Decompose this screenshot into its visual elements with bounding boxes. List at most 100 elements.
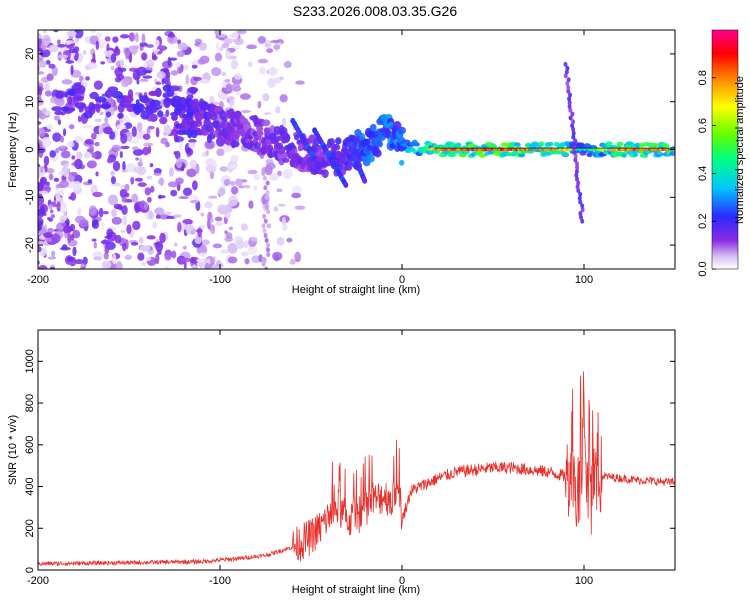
spectrogram-noise-blob — [68, 124, 75, 130]
spectrogram-noise-blob — [265, 190, 270, 196]
spectrogram-noise-blob — [248, 200, 254, 209]
spectrogram-ridge-blob — [373, 149, 382, 158]
spectrogram-noise-blob — [141, 52, 148, 61]
spectrogram-noise-blob — [98, 207, 104, 218]
spectrogram-ridge-blob — [489, 144, 497, 149]
spectrogram-noise-blob — [177, 39, 182, 45]
spectrogram-noise-blob — [224, 230, 228, 235]
spectrogram-noise-blob — [109, 130, 116, 140]
spectrogram-spike-blob — [576, 180, 581, 186]
spectrogram-ridge-blob — [328, 138, 336, 146]
spectrogram-noise-blob — [114, 234, 122, 244]
spectrogram-spike-blob — [571, 134, 576, 140]
spectrogram-noise-blob — [295, 80, 305, 85]
spectrogram-noise-blob — [167, 33, 176, 38]
spectrogram-noise-blob — [53, 115, 61, 121]
spectrogram-spike-blob — [571, 146, 576, 152]
spectrogram-ridge-blob — [321, 169, 329, 179]
spectrogram-noise-blob — [40, 165, 44, 174]
spectrogram-noise-blob — [119, 150, 123, 159]
spectrogram-noise-blob — [70, 192, 77, 201]
spectrogram-spike-blob — [564, 69, 569, 75]
spectrogram-noise-blob — [91, 220, 100, 229]
spectrogram-ridge-blob — [256, 129, 263, 137]
spectrogram-noise-blob — [170, 70, 179, 76]
spectrogram-noise-blob — [110, 176, 117, 185]
spectrogram-noise-blob — [147, 125, 155, 130]
spectrogram-noise-blob — [262, 228, 267, 234]
spectrogram-noise-blob — [235, 240, 245, 250]
spectrogram-noise-blob — [228, 195, 238, 207]
spectrogram-noise-blob — [253, 185, 258, 191]
spectrogram-noise-blob — [266, 247, 271, 253]
spectrogram-noise-blob — [132, 220, 141, 231]
spectrogram-noise-blob — [121, 77, 130, 88]
snr-x-ticks: -200 -100 0 100 — [27, 330, 593, 587]
spectrogram-noise-blob — [57, 119, 61, 126]
spectrogram-noise-blob — [77, 207, 82, 216]
spectrogram-noise-blob — [51, 233, 61, 244]
spectrogram-noise-blob — [72, 95, 84, 101]
spectrogram-spike-blob — [563, 61, 568, 67]
spectrogram-noise-blob — [38, 183, 44, 192]
spectrogram-noise-blob — [95, 103, 101, 113]
colorbar-label: Normalized spectral amplitude — [734, 76, 746, 224]
spectrogram-ridge-blob — [398, 159, 405, 166]
spectrogram-x-ticks: -200 -100 0 100 — [27, 30, 593, 286]
spectrogram-noise-blob — [227, 256, 238, 264]
spectrogram-noise-blob — [198, 252, 208, 257]
spectrogram-noise-blob — [130, 176, 135, 185]
spectrogram-noise-blob — [233, 38, 244, 46]
spectrogram-ridge-blob — [194, 120, 203, 127]
spectrogram-noise-blob — [264, 266, 269, 269]
spectrogram-streak-blob — [362, 177, 368, 184]
spectrogram-ridge-blob — [447, 152, 457, 158]
spectrogram-noise-blob — [174, 150, 181, 160]
spectrogram-noise-blob — [205, 150, 209, 156]
spectrogram-noise-blob — [216, 148, 225, 156]
spectrogram-ridge-blob — [362, 138, 371, 146]
spectrogram-noise-blob — [82, 50, 87, 56]
spectrogram-noise-blob — [225, 49, 231, 60]
spectrogram-noise-blob — [104, 116, 109, 124]
spectrogram-noise-blob — [61, 165, 70, 177]
spectrogram-noise-blob — [115, 76, 122, 83]
spectrogram-noise-blob — [55, 147, 60, 154]
spectrogram-noise-blob — [191, 64, 198, 69]
spectrogram-spike-blob — [578, 191, 583, 197]
spectrogram-noise-blob — [275, 106, 281, 114]
snr-y-ticks: 0 200 400 600 800 1000 — [24, 349, 675, 573]
spectrogram-noise-blob — [68, 48, 77, 54]
spectrogram-noise-blob — [139, 244, 151, 252]
spectrogram-noise-blob — [214, 52, 223, 62]
spectrogram-noise-blob — [281, 223, 288, 232]
spectrogram-noise-blob — [91, 238, 97, 242]
spectrogram-noise-blob — [51, 66, 58, 77]
spectrogram-spike-blob — [563, 73, 568, 79]
spectrogram-ridge-blob — [455, 142, 462, 147]
spectrogram-noise-blob — [163, 211, 172, 215]
x-tick-label: -100 — [209, 575, 231, 587]
spectrogram-noise-blob — [157, 178, 165, 186]
spectrogram-noise-blob — [261, 199, 266, 205]
spectrogram-noise-blob — [264, 194, 269, 200]
spectrogram-noise-blob — [43, 155, 50, 166]
spectrogram-noise-blob — [142, 133, 151, 140]
spectrogram-noise-blob — [122, 215, 128, 226]
spectrogram-noise-blob — [191, 264, 198, 269]
spectrogram-noise-blob — [112, 253, 117, 265]
y-tick-label: 200 — [24, 519, 36, 537]
spectrogram-noise-blob — [204, 140, 215, 150]
spectrogram-noise-blob — [76, 84, 86, 95]
spectrogram-noise-blob — [182, 245, 187, 250]
spectrogram-noise-blob — [144, 256, 152, 262]
spectrogram-noise-blob — [124, 47, 131, 58]
spectrogram-noise-blob — [266, 252, 271, 258]
spectrogram-ridge-blob — [207, 132, 216, 140]
spectrogram-noise-blob — [141, 33, 146, 44]
spectrogram-noise-blob — [155, 81, 162, 86]
spectrogram-noise-blob — [155, 253, 160, 265]
spectrogram-noise-blob — [41, 136, 52, 148]
spectrogram-noise-blob — [149, 163, 154, 168]
spectrogram-streak-blob — [316, 163, 322, 170]
